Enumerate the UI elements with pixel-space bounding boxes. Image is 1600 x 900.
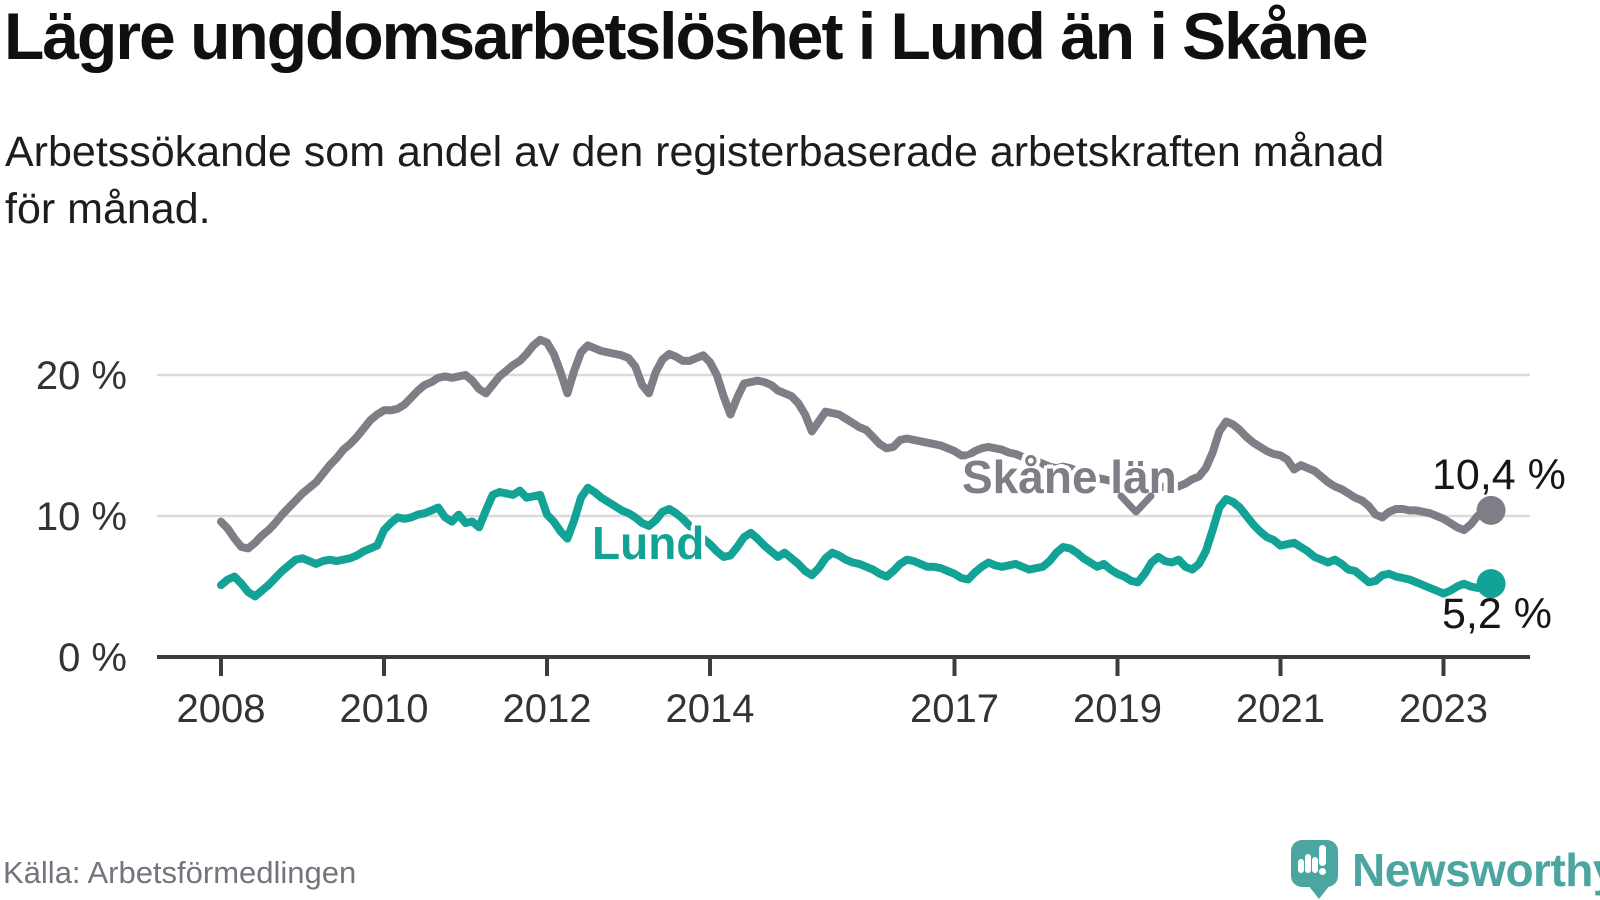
x-tick-label: 2021 bbox=[1236, 687, 1325, 731]
newsworthy-logo: Newsworthy bbox=[1286, 834, 1600, 900]
x-tick-label: 2014 bbox=[666, 687, 755, 731]
arrow-down-icon bbox=[1117, 492, 1155, 516]
series-line-skane-lan bbox=[217, 335, 1495, 553]
series-end-dot-skane-lan bbox=[1476, 495, 1506, 525]
chart-subtitle: Arbetssökande som andel av den registerb… bbox=[5, 124, 1384, 238]
y-tick-label: 20 % bbox=[36, 354, 127, 398]
series-end-dot-lund bbox=[1476, 569, 1506, 599]
series-label-lund: Lund bbox=[592, 517, 705, 569]
source-note: Källa: Arbetsförmedlingen bbox=[3, 855, 357, 890]
newsworthy-logo-icon bbox=[1291, 840, 1338, 899]
end-value-skane-lan: 10,4 % bbox=[1432, 451, 1566, 499]
series-label-skane-lan: Skåne län bbox=[962, 451, 1177, 503]
x-tick-label: 2012 bbox=[503, 687, 592, 731]
page-title: Lägre ungdomsarbetslöshet i Lund än i Sk… bbox=[4, 0, 1369, 73]
x-tick-label: 2008 bbox=[177, 687, 266, 731]
newsworthy-wordmark: Newsworthy bbox=[1352, 844, 1600, 896]
x-tick-label: 2010 bbox=[340, 687, 429, 731]
series-line-lund bbox=[217, 483, 1495, 601]
y-tick-label: 0 % bbox=[58, 636, 127, 680]
x-tick-label: 2019 bbox=[1073, 687, 1162, 731]
subtitle-line-1: Arbetssökande som andel av den registerb… bbox=[5, 128, 1385, 176]
end-value-lund: 5,2 % bbox=[1442, 590, 1552, 638]
subtitle-line-2: för månad. bbox=[5, 184, 211, 233]
x-tick-label: 2023 bbox=[1399, 687, 1488, 731]
x-tick-label: 2017 bbox=[910, 687, 999, 731]
y-tick-label: 10 % bbox=[36, 495, 127, 539]
